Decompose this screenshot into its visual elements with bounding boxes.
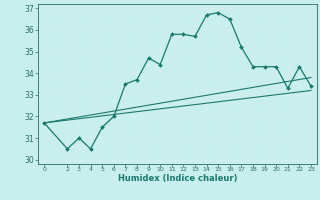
X-axis label: Humidex (Indice chaleur): Humidex (Indice chaleur) xyxy=(118,174,237,183)
